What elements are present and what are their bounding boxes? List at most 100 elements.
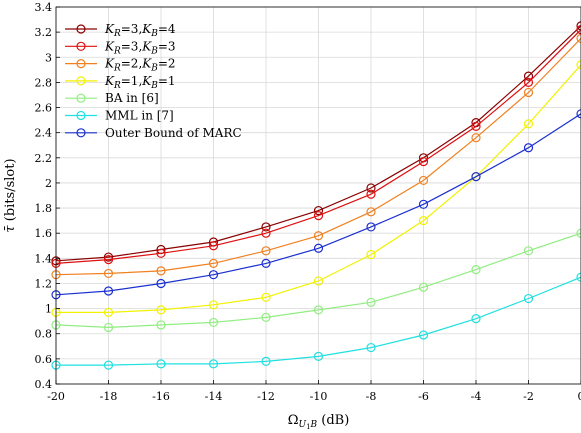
legend-item: KR=2,KB=2 [65, 57, 176, 74]
x-tick-label: -18 [100, 390, 118, 403]
legend: KR=3,KB=4KR=3,KB=3KR=2,KB=2KR=1,KB=1BA i… [65, 22, 242, 140]
data-point [313, 205, 324, 216]
legend-marker [76, 24, 86, 34]
data-point [313, 305, 324, 315]
data-point [103, 307, 114, 317]
y-axis-label: τ̄ (bits/slot) [3, 158, 18, 232]
data-point [576, 228, 581, 238]
data-point [576, 60, 581, 70]
data-point [313, 231, 324, 241]
legend-marker [76, 76, 86, 86]
series-line [55, 37, 581, 276]
legend-item: KR=3,KB=4 [65, 22, 176, 39]
x-tick-label: -4 [471, 390, 482, 403]
data-point [471, 133, 481, 143]
data-point [208, 359, 219, 369]
series-1 [51, 25, 581, 268]
data-point [156, 359, 166, 369]
y-tick-label: 3.2 [35, 26, 53, 39]
data-point [261, 312, 271, 322]
data-point [156, 278, 166, 289]
legend-item: Outer Bound of MARC [65, 126, 242, 140]
x-tick-label: -16 [152, 390, 170, 403]
data-point [156, 320, 166, 330]
series-line [56, 276, 581, 366]
x-tick-label: -2 [523, 390, 534, 403]
y-tick-label: 2.2 [35, 152, 53, 165]
y-tick-label: 2 [45, 177, 52, 190]
data-point [261, 222, 271, 232]
y-tick-label: 1 [45, 303, 52, 316]
data-point [103, 286, 114, 296]
legend-marker [76, 93, 86, 103]
x-axis-label: ΩU1B (dB) [288, 413, 350, 431]
data-point [366, 222, 376, 232]
y-tick-label: 1.4 [35, 252, 53, 265]
legend-marker [76, 110, 86, 121]
legend-label: BA in [6] [105, 91, 159, 105]
series-5 [51, 272, 581, 370]
legend-label: KR=3,KB=3 [104, 39, 176, 56]
data-point [366, 189, 376, 199]
series-line [55, 25, 581, 262]
data-point [366, 207, 376, 217]
data-point [156, 305, 166, 315]
legend-item: KR=3,KB=3 [65, 39, 176, 56]
data-point [523, 87, 534, 98]
series-line [56, 64, 581, 313]
data-point [523, 77, 534, 88]
y-tick-label: 1.8 [35, 202, 53, 215]
data-point [261, 292, 271, 302]
data-point [471, 121, 481, 131]
data-point [208, 300, 219, 310]
data-point [103, 252, 114, 262]
legend-label: KR=3,KB=4 [104, 22, 176, 39]
data-point [103, 268, 114, 279]
data-point [576, 33, 581, 44]
data-point [313, 276, 324, 286]
data-point [313, 351, 324, 361]
data-point [576, 21, 581, 31]
data-point [471, 314, 481, 324]
data-point [208, 270, 219, 280]
series-4 [51, 228, 581, 333]
data-point [576, 272, 581, 282]
x-tick-label: -8 [366, 390, 377, 403]
data-point [261, 228, 271, 238]
data-point [366, 297, 376, 307]
data-point [418, 156, 429, 167]
legend-item: MML in [7] [65, 109, 174, 123]
legend-label: KR=1,KB=1 [104, 74, 176, 91]
data-point [471, 265, 481, 275]
y-tick-label: 1.6 [35, 227, 53, 240]
y-tick-label: 0.8 [35, 328, 53, 341]
legend-marker [76, 128, 86, 138]
data-point [418, 175, 429, 186]
data-point [261, 258, 271, 268]
data-point [523, 246, 534, 256]
data-point [366, 183, 376, 193]
y-tick-label: 0.6 [35, 353, 53, 366]
y-tick-label: 3.4 [35, 1, 53, 14]
data-point [523, 119, 534, 129]
y-tick-label: 1.2 [35, 277, 53, 290]
data-point [523, 143, 534, 153]
data-point [208, 317, 219, 328]
legend-label: MML in [7] [105, 109, 174, 123]
legend-label: KR=2,KB=2 [104, 57, 176, 74]
x-tick-label: -12 [257, 390, 275, 403]
y-tick-label: 2.4 [35, 127, 53, 140]
series-layer [51, 21, 581, 370]
data-point [576, 109, 581, 119]
legend-item: BA in [6] [65, 91, 159, 105]
legend-label: Outer Bound of MARC [105, 126, 242, 140]
x-tick-label: -20 [47, 390, 65, 403]
data-point [103, 254, 114, 265]
data-point [418, 199, 429, 209]
x-tick-label: -14 [205, 390, 223, 403]
x-tick-label: -6 [418, 390, 429, 403]
ticks: -20-18-16-14-12-10-8-6-4-200.40.60.811.2… [35, 1, 581, 403]
x-tick-label: 0 [578, 390, 581, 403]
data-point [103, 360, 114, 370]
